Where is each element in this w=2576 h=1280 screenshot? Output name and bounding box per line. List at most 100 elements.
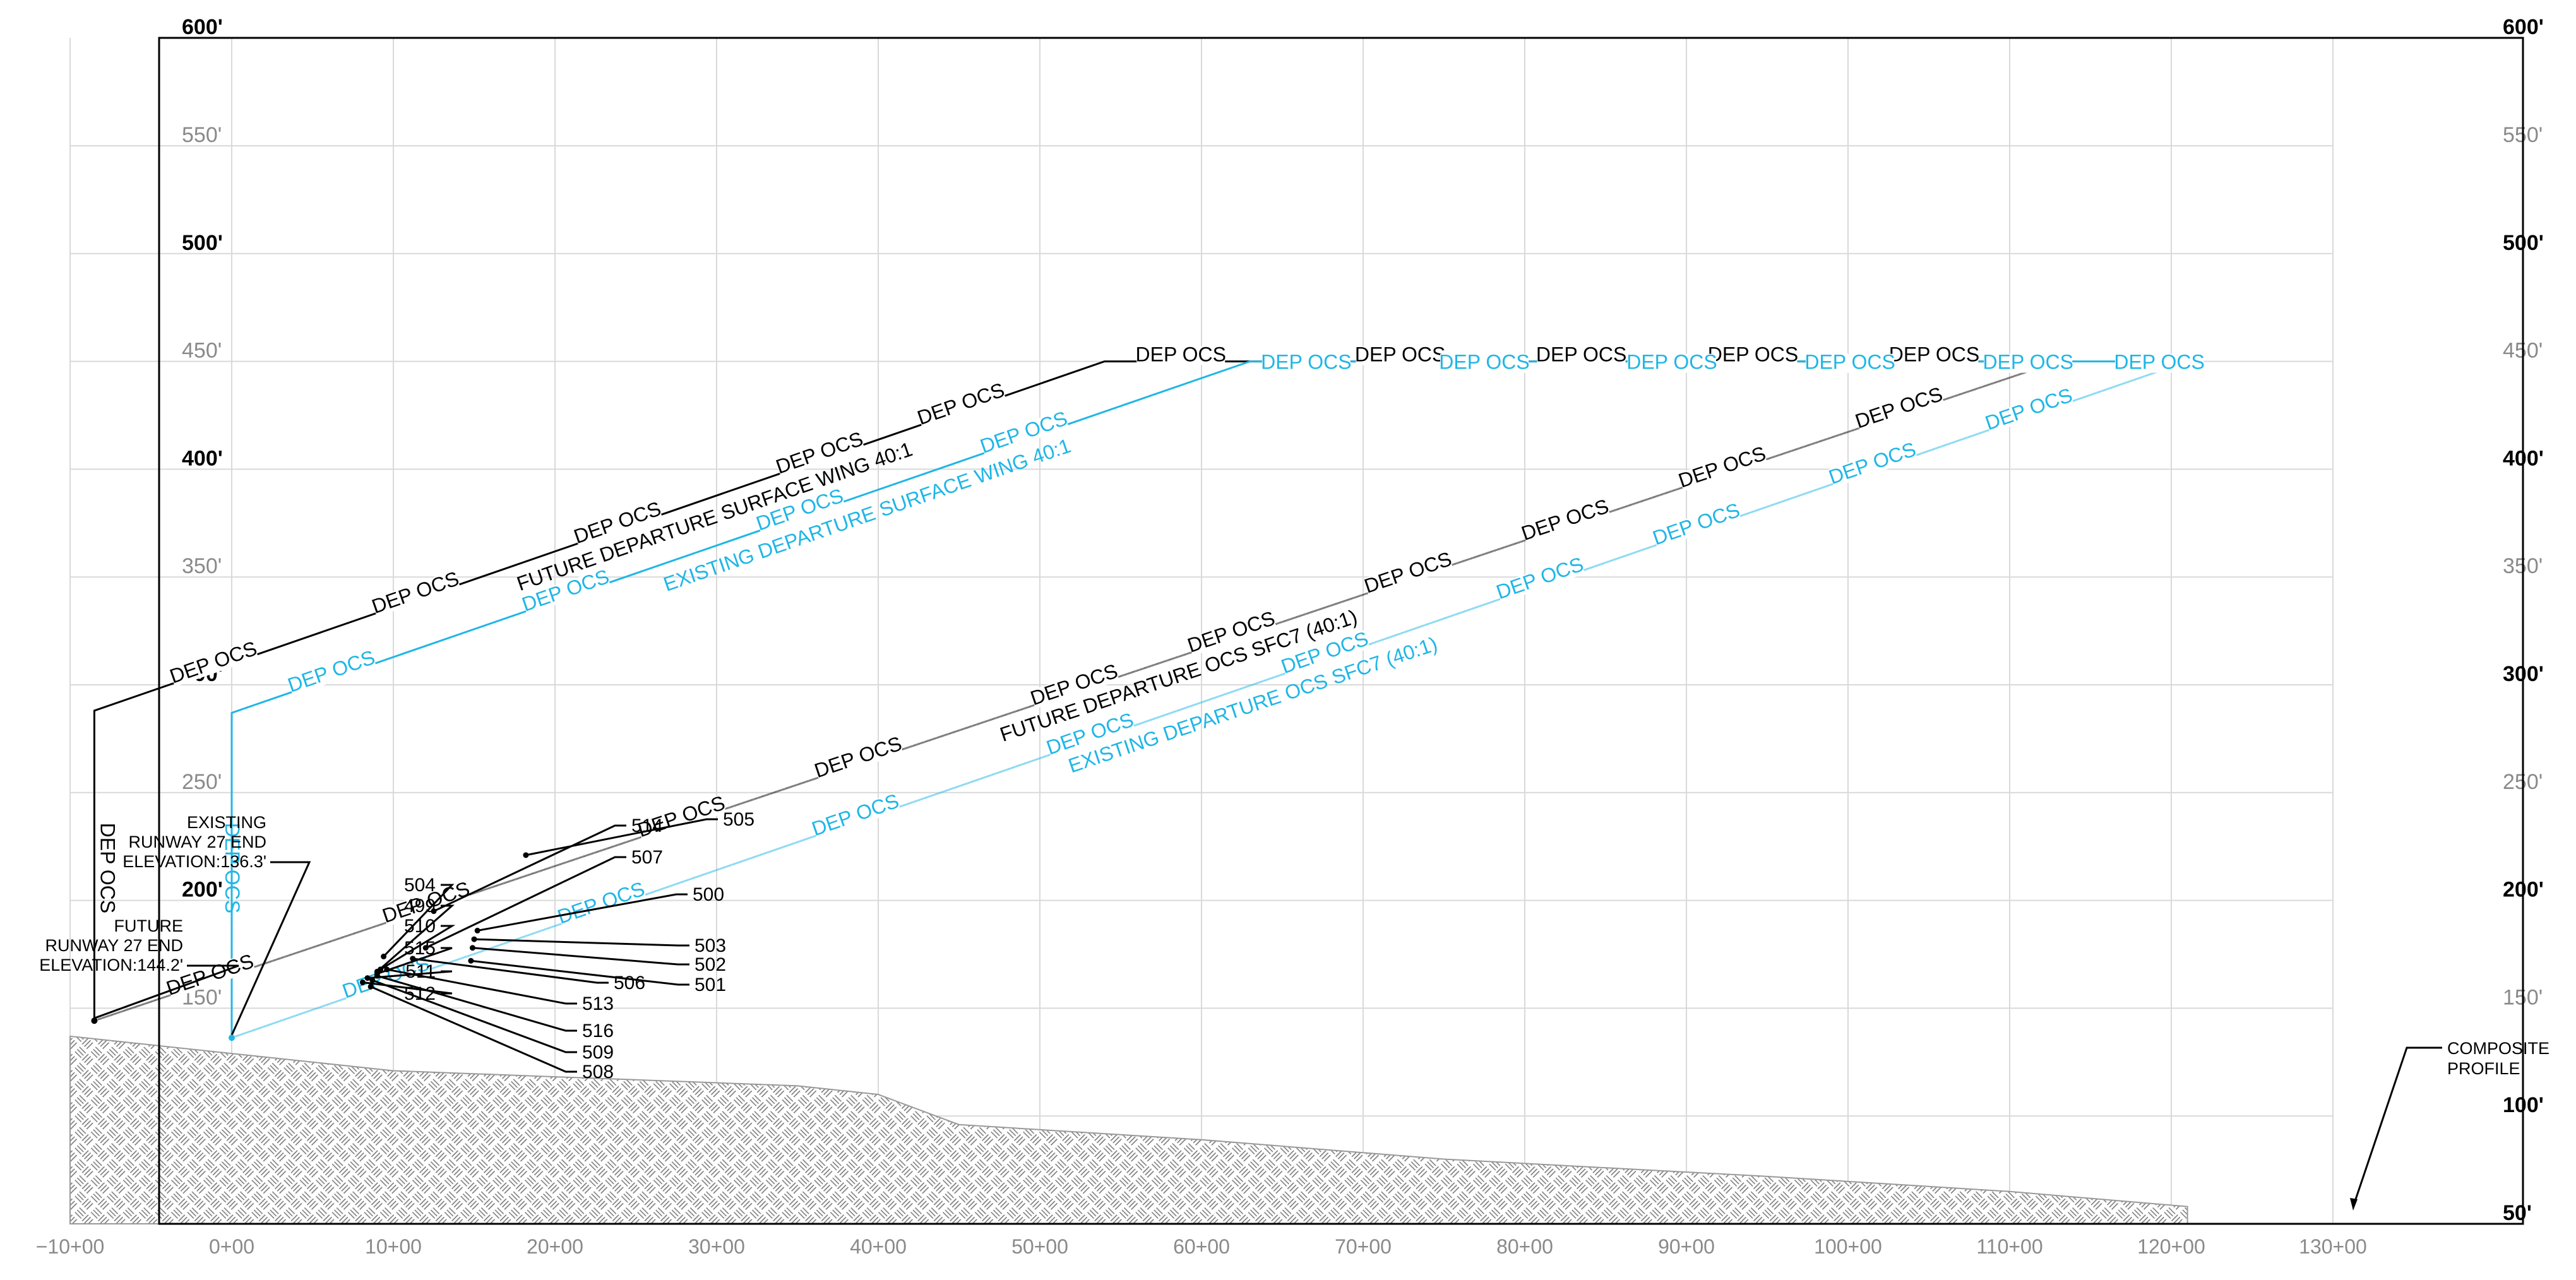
dep-ocs-label: DEP OCS [1493,552,1586,603]
y-tick-label-left: 400' [182,446,223,470]
surface-line [231,360,2188,1039]
future-runway-note: ELEVATION:144.2' [39,956,183,975]
label-mask [1186,610,1277,656]
obstacle-label-513: 513 [582,993,614,1014]
obstacle-leader [412,957,609,984]
x-tick-label: 100+00 [1814,1235,1882,1258]
obstacle-label-516: 516 [582,1021,614,1041]
y-tick-label-right: 50' [2503,1201,2532,1225]
label-mask [811,792,901,839]
dep-ocs-label: DEP OCS [1136,343,1226,366]
dep-ocs-label: DEP OCS [1889,343,1979,366]
obstacle-leader [477,893,688,932]
x-tick-label: 10+00 [365,1235,422,1258]
composite-profile-ground [69,1035,2188,1224]
obstacle-leader [376,975,577,1032]
dep-ocs-label: DEP OCS [1536,343,1626,366]
dep-ocs-label: DEP OCS [1804,351,1895,374]
label-mask [521,568,611,615]
label-mask [1280,630,1370,677]
obstacle-leader [367,970,453,980]
x-tick-label: 70+00 [1335,1235,1392,1258]
label-mask [556,880,647,928]
obstacle-label-505: 505 [723,809,754,830]
label-mask [1984,386,2074,434]
y-tick-label-left: 250' [182,770,222,794]
label-mask [1827,441,1918,488]
dep-ocs-label: DEP OCS [1261,351,1351,374]
existing-runway-note: RUNWAY 27 END [128,833,266,851]
label-mask [169,640,259,687]
label-mask [1984,353,2073,373]
obstacle-leader [362,981,453,995]
obstacle-leader [472,947,689,966]
dep-ocs-label: DEP OCS [809,789,902,840]
dep-ocs-label: DEP OCS [1983,383,2075,434]
label-mask [287,649,377,696]
label-mask [2115,353,2204,373]
label-mask [1261,353,1351,373]
dep-ocs-label: DEP OCS [1708,343,1798,366]
x-tick-label: −10+00 [36,1235,105,1258]
obstacle-label-507: 507 [631,847,663,868]
plot-frame [158,37,2524,1225]
obstacle-label-515: 515 [404,938,436,959]
composite-profile-note: COMPOSITE [2447,1039,2549,1058]
ground-hatch [69,1035,2188,1224]
x-tick-label: 110+00 [1976,1235,2042,1258]
label-mask [1136,346,1225,365]
obstacle-label-510: 510 [404,916,436,937]
dep-ocs-label: DEP OCS [1650,499,1743,550]
dep-ocs-label: DEP OCS [1361,547,1454,598]
obstacle-leader [372,979,577,1053]
dep-ocs-label: DEP OCS [1355,343,1445,366]
label-mask [1356,346,1445,365]
future-runway-end-point [91,1017,98,1024]
label-mask [381,880,472,927]
obstacles: 4995005015025035045055065075085095105115… [359,809,754,1082]
x-tick-label: 20+00 [527,1235,583,1258]
composite-profile-note: PROFILE [2447,1059,2520,1078]
existing-runway-note: EXISTING [187,813,266,832]
dep-ocs-label: DEP OCS [369,567,462,618]
obstacle-label-504: 504 [404,875,436,896]
x-tick-label: 30+00 [688,1235,745,1258]
label-mask [1495,555,1585,603]
composite-profile-arrow [2350,1198,2358,1211]
label-mask [775,430,865,478]
dep-ocs-label: DEP OCS [2114,351,2204,374]
grid: 600' 600'550' 550'500' 500'450' 450'400' 400'… [36,15,2544,1258]
label-mask [1440,353,1529,373]
dep-ocs-label: DEP OCS [914,378,1007,429]
obstacle-leader [383,884,455,957]
label-mask [979,410,1070,457]
label-mask [1708,346,1798,365]
obstacle-leader [386,968,577,1005]
label-mask [1363,550,1453,597]
obstacle-leader [376,947,453,975]
dep-ocs-label-vertical: DEP OCS [96,823,119,913]
obstacle-label-500: 500 [693,884,724,905]
obstacle-label-501: 501 [695,975,726,995]
obstacle-label-503: 503 [695,935,726,956]
dep-ocs-label-vertical: DEP OCS [221,823,244,913]
dep-ocs-label: DEP OCS [1826,437,1919,489]
y-tick-label-left: 200' [182,878,223,902]
obstacle-label-502: 502 [695,954,726,975]
obstacle-label-514: 514 [631,815,663,836]
dep-ocs-label: DEP OCS [1852,382,1945,433]
y-tick-label-left: 550' [182,123,222,147]
obstacle-leader [379,925,456,971]
composite-profile-leader [2352,1046,2442,1207]
x-tick-label: 90+00 [1658,1235,1715,1258]
obstacle-label-509: 509 [582,1042,614,1063]
obstacle-leader [433,824,626,913]
x-tick-label: 60+00 [1173,1235,1230,1258]
y-tick-label-left: 600' [182,15,223,39]
obstacle-label-499: 499 [404,896,436,916]
label-mask [1890,346,1979,365]
x-tick-label: 130+00 [2299,1235,2367,1258]
y-tick-label-left: 500' [182,231,223,255]
